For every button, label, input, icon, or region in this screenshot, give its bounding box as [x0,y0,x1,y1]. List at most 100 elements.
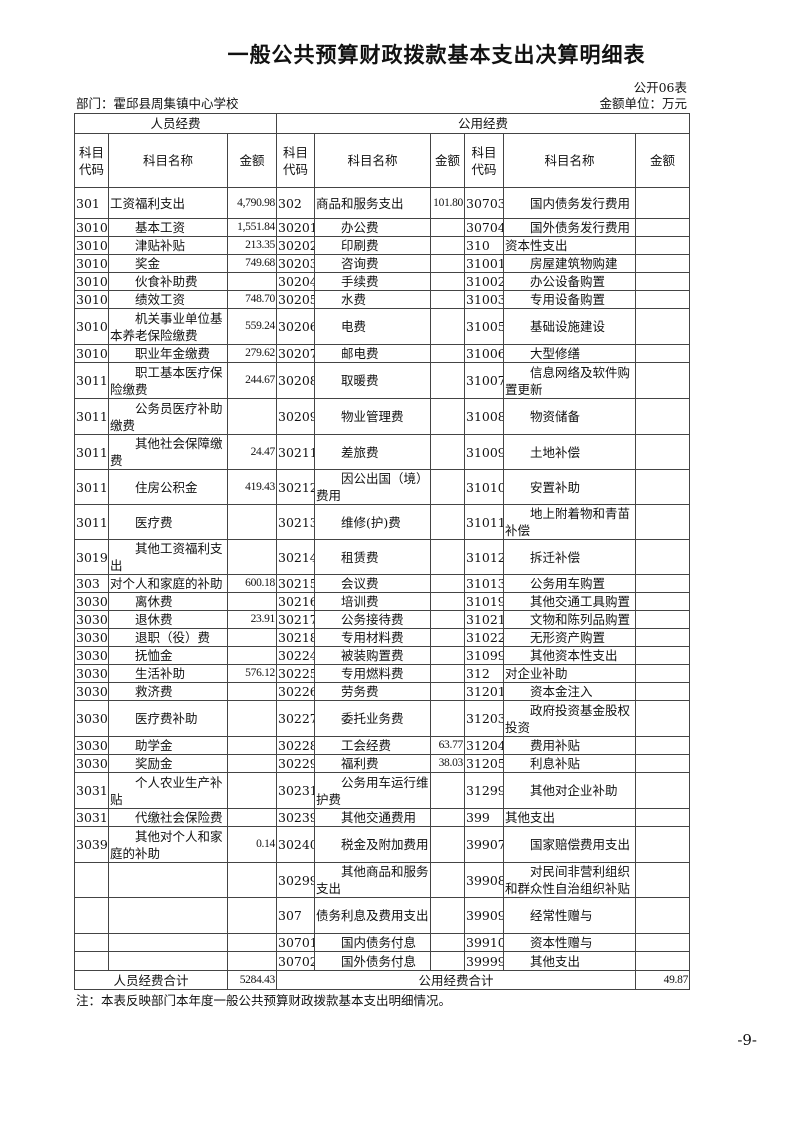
name-header: 科目名称 [108,133,228,188]
subject-name: 福利费 [314,754,431,773]
subject-code: 303 [74,574,109,593]
expenditure-table: 人员经费 公用经费 科目代码 科目名称 金额 科目代码 科目名称 金额 科目代码… [74,113,691,990]
subject-code: 30101 [74,218,109,237]
amount: 559.24 [227,308,277,345]
subject-name: 奖励金 [108,754,228,773]
subject-name: 资本金注入 [503,682,636,701]
amount [430,862,465,898]
amount: 749.68 [227,254,277,273]
subject-code: 30240 [276,826,315,863]
subject-code: 31002 [464,272,504,291]
amount: 213.35 [227,236,277,255]
subject-code [74,933,109,952]
subject-name: 公务用车运行维护费 [314,772,431,809]
subject-name: 利息补贴 [503,754,636,773]
subject-code: 31007 [464,362,504,399]
subject-code: 30226 [276,682,315,701]
page-title: 一般公共预算财政拨款基本支出决算明细表 [227,42,646,67]
subject-code: 30208 [276,362,315,399]
amount [634,951,691,971]
subject-name: 维修(护)费 [314,504,431,540]
page-number: -9- [737,1031,757,1049]
amount [634,308,691,345]
amount: 23.91 [227,610,277,629]
amount [634,826,691,863]
amount-header: 金额 [430,133,465,188]
subject-code: 301 [74,187,109,219]
subject-code: 30103 [74,254,109,273]
subject-name: 税金及附加费用 [314,826,431,863]
subject-name: 手续费 [314,272,431,291]
amount [634,504,691,540]
subject-code: 30301 [74,592,109,611]
totals-row: 人员经费合计 5284.43 公用经费合计 49.87 [74,970,691,990]
subject-code: 30307 [74,700,109,737]
code-header: 科目代码 [464,133,504,188]
subject-code: 31099 [464,646,504,665]
amount: 419.43 [227,469,277,505]
amount [430,951,465,971]
amount [430,664,465,683]
subject-code: 31010 [464,469,504,505]
subject-name: 文物和陈列品购置 [503,610,636,629]
subject-code: 30309 [74,754,109,773]
subject-name: 基本工资 [108,218,228,237]
subject-name: 职业年金缴费 [108,344,228,363]
subject-name: 国外债务付息 [314,951,431,971]
subject-name: 电费 [314,308,431,345]
subject-name: 邮电费 [314,344,431,363]
subject-name: 其他交通工具购置 [503,592,636,611]
amount [430,344,465,363]
amount: 0.14 [227,826,277,863]
table-row: 30701 国内债务付息 39910 资本性赠与 [74,933,691,952]
amount: 38.03 [430,754,465,773]
subject-name: 印刷费 [314,236,431,255]
subject-name [108,951,228,971]
subject-code: 31201 [464,682,504,701]
subject-name: 抚恤金 [108,646,228,665]
subject-name: 培训费 [314,592,431,611]
department-label: 部门：霍邱县周集镇中心学校 [76,96,239,111]
table-row: 301 工资福利支出 4,790.98 302 商品和服务支出 101.80 30703 国内… [74,187,691,219]
subject-code: 30299 [276,862,315,898]
subject-name [108,933,228,952]
amount [430,574,465,593]
amount [634,272,691,291]
amount [634,362,691,399]
amount [227,897,277,934]
subject-code: 31005 [464,308,504,345]
amount [430,628,465,647]
subject-code: 30229 [276,754,315,773]
subject-name: 租赁费 [314,539,431,575]
subject-name: 工会经费 [314,736,431,755]
subject-name [108,897,228,934]
table-row: 30299 其他商品和服务支出 39908 对民间非营利组织和群众性自治组织补贴 [74,862,691,898]
subject-name: 其他支出 [503,808,636,827]
subject-name: 津贴补贴 [108,236,228,255]
amount [430,434,465,470]
subject-code: 30110 [74,362,109,399]
subject-name: 救济费 [108,682,228,701]
subject-code: 31299 [464,772,504,809]
subject-name: 债务利息及费用支出 [314,897,431,934]
personnel-group-header: 人员经费 [74,113,277,134]
subject-name [108,862,228,898]
subject-name: 信息网络及软件购置更新 [503,362,636,399]
amount [430,218,465,237]
subject-name: 绩效工资 [108,290,228,309]
amount [430,504,465,540]
amount [634,808,691,827]
amount [227,772,277,809]
amount [430,808,465,827]
amount: 24.47 [227,434,277,470]
subject-name: 助学金 [108,736,228,755]
amount [430,308,465,345]
